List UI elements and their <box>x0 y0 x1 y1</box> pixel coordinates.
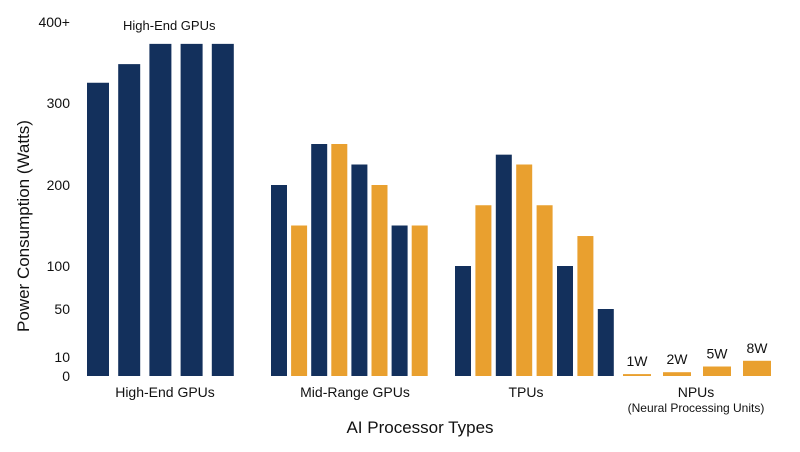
y-tick-label: 0 <box>62 368 70 384</box>
y-tick-label: 300 <box>47 95 71 111</box>
bar <box>703 366 731 376</box>
y-tick-label: 400+ <box>38 14 70 30</box>
bar <box>311 144 328 376</box>
bar <box>351 164 368 376</box>
bar <box>623 374 651 376</box>
y-tick-labels: 0 10 50 100 200 300 400+ <box>38 14 70 384</box>
bar <box>391 225 408 376</box>
bar <box>455 266 471 376</box>
x-category-sublabel: (Neural Processing Units) <box>628 401 765 415</box>
y-tick-label: 100 <box>47 258 71 274</box>
x-category-labels: High-End GPUs Mid-Range GPUs TPUs NPUs(Neur… <box>115 384 764 415</box>
bar <box>743 360 771 376</box>
bar <box>271 185 287 376</box>
bar <box>118 64 141 377</box>
bar <box>536 205 553 376</box>
bar <box>291 225 308 376</box>
bar <box>663 372 691 376</box>
bar <box>211 43 234 377</box>
y-tick-label: 10 <box>54 349 70 365</box>
bars <box>87 43 771 377</box>
bar <box>87 82 109 376</box>
y-axis-title: Power Consumption (Watts) <box>14 120 33 332</box>
x-category-label: NPUs <box>678 384 715 400</box>
bar <box>577 236 594 376</box>
bar <box>557 266 573 376</box>
bar <box>331 144 348 376</box>
bar <box>597 309 614 376</box>
x-category-label: TPUs <box>509 384 544 400</box>
bar <box>495 154 512 376</box>
bar <box>180 43 203 377</box>
x-category-label: Mid-Range GPUs <box>300 384 410 400</box>
bar <box>475 205 492 376</box>
bar-value-label: 5W <box>707 346 729 362</box>
y-tick-label: 200 <box>47 177 71 193</box>
bar <box>371 185 388 376</box>
bar-value-label: 1W <box>627 353 649 369</box>
bar-value-label: 2W <box>667 351 689 367</box>
bar <box>149 43 172 377</box>
y-tick-label: 50 <box>54 301 70 317</box>
x-category-label: High-End GPUs <box>115 384 215 400</box>
x-axis-title: AI Processor Types <box>346 418 493 437</box>
bar-value-label: 8W <box>747 340 769 356</box>
bar-value-labels: 1W 2W 5W 8W <box>627 340 769 369</box>
bar <box>411 225 428 376</box>
chart-annotation: High-End GPUs <box>123 18 216 33</box>
bar <box>516 164 533 376</box>
